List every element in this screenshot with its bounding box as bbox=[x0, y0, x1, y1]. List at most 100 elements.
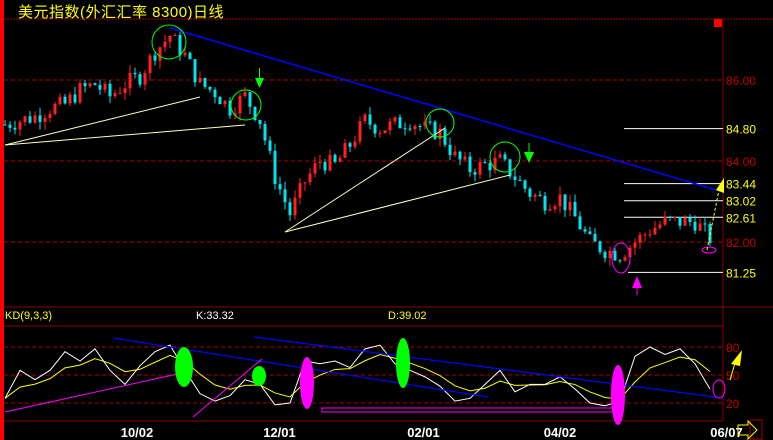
candle-body bbox=[343, 143, 347, 158]
candle-body bbox=[98, 84, 102, 90]
projection-line bbox=[706, 184, 721, 251]
candle-body bbox=[338, 157, 342, 162]
candle-body bbox=[608, 250, 612, 259]
candle-body bbox=[578, 216, 582, 230]
candle-body bbox=[213, 89, 217, 98]
candle-body bbox=[463, 156, 467, 160]
candle-body bbox=[198, 78, 202, 83]
candle-body bbox=[3, 124, 7, 126]
candle-body bbox=[108, 83, 112, 97]
candle-body bbox=[88, 83, 92, 87]
candle-body bbox=[58, 96, 62, 104]
candle-body bbox=[478, 161, 482, 175]
candle-body bbox=[643, 234, 647, 236]
candle-body bbox=[423, 121, 427, 127]
candle-body bbox=[683, 217, 687, 226]
candle-body bbox=[633, 242, 637, 248]
candle-body bbox=[298, 183, 302, 198]
scroll-right-button[interactable] bbox=[737, 419, 763, 440]
price-level-label: 84.80 bbox=[726, 123, 756, 137]
candle-body bbox=[393, 117, 397, 122]
sell-arrow-icon bbox=[524, 152, 534, 163]
support-line-4 bbox=[284, 174, 511, 233]
candle-body bbox=[488, 163, 492, 171]
candle-body bbox=[168, 36, 172, 42]
candle-body bbox=[663, 216, 667, 225]
time-tick-label: 02/01 bbox=[407, 425, 440, 440]
candle-body bbox=[63, 96, 67, 104]
candle-body bbox=[573, 201, 577, 217]
candle-body bbox=[203, 78, 207, 87]
candle-body bbox=[408, 128, 412, 130]
candle-body bbox=[173, 34, 177, 37]
candle-body bbox=[78, 83, 82, 103]
panel-toggle-button[interactable] bbox=[714, 19, 722, 27]
candle-body bbox=[443, 128, 447, 145]
kd-bottom-zone bbox=[321, 407, 615, 413]
candle-body bbox=[588, 231, 592, 234]
price-level-label: 82.61 bbox=[726, 211, 756, 225]
candle-body bbox=[598, 241, 602, 253]
candle-body bbox=[543, 195, 547, 211]
candle-body bbox=[618, 260, 622, 262]
k-line bbox=[4, 344, 711, 407]
candle-body bbox=[8, 124, 12, 128]
candle-body bbox=[183, 52, 187, 56]
candle-body bbox=[238, 95, 242, 114]
candle-body bbox=[388, 121, 392, 131]
candle-body bbox=[308, 173, 312, 183]
candle-body bbox=[68, 94, 72, 104]
candle-body bbox=[318, 162, 322, 164]
candle-body bbox=[103, 83, 107, 90]
candle-body bbox=[223, 100, 227, 105]
candle-body bbox=[558, 194, 562, 207]
candle-body bbox=[698, 223, 702, 231]
candle-body bbox=[378, 133, 382, 135]
candle-body bbox=[283, 189, 287, 203]
top-circle bbox=[489, 141, 521, 173]
candle-body bbox=[278, 184, 282, 190]
candle-body bbox=[688, 217, 692, 222]
bottom-circle bbox=[611, 242, 631, 274]
candle-body bbox=[158, 47, 162, 61]
candle-body bbox=[538, 194, 542, 196]
candle-body bbox=[398, 117, 402, 129]
price-tick-label: 82.00 bbox=[726, 236, 756, 250]
candle-body bbox=[493, 157, 497, 171]
k-value-label: K:33.32 bbox=[196, 310, 234, 322]
time-tick-label: 12/01 bbox=[263, 425, 296, 440]
candle-body bbox=[518, 179, 522, 181]
candle-body bbox=[648, 234, 652, 236]
candle-body bbox=[678, 217, 682, 226]
candle-body bbox=[133, 72, 137, 75]
candle-body bbox=[268, 140, 272, 151]
candle-body bbox=[373, 124, 377, 134]
sell-signal-marker bbox=[396, 338, 410, 388]
support-line-1 bbox=[4, 96, 201, 146]
resistance-trendline bbox=[169, 27, 724, 193]
buy-signal-marker bbox=[300, 357, 314, 409]
candle-body bbox=[418, 126, 422, 128]
price-annotations bbox=[4, 24, 724, 295]
candle-body bbox=[568, 201, 572, 211]
candle-body bbox=[368, 114, 372, 125]
candle-body bbox=[628, 247, 632, 258]
left-border bbox=[0, 0, 4, 440]
candle-body bbox=[668, 216, 672, 218]
candle-body bbox=[653, 227, 657, 235]
candle-body bbox=[38, 115, 42, 122]
candle-body bbox=[273, 150, 277, 185]
kd-indicator-label[interactable]: KD(9,3,3) bbox=[5, 310, 53, 322]
candle-body bbox=[613, 250, 617, 261]
candle-body bbox=[638, 234, 642, 243]
support-line-2 bbox=[4, 124, 246, 146]
candle-body bbox=[288, 202, 292, 216]
sell-arrow-icon bbox=[255, 78, 264, 88]
candle-body bbox=[553, 206, 557, 210]
candle-body bbox=[43, 117, 47, 122]
candle-body bbox=[363, 114, 367, 122]
up-arrow-icon bbox=[731, 350, 742, 366]
chart-title: 美元指数(外汇汇率 8300)日线 bbox=[18, 4, 225, 21]
candle-body bbox=[293, 197, 297, 216]
